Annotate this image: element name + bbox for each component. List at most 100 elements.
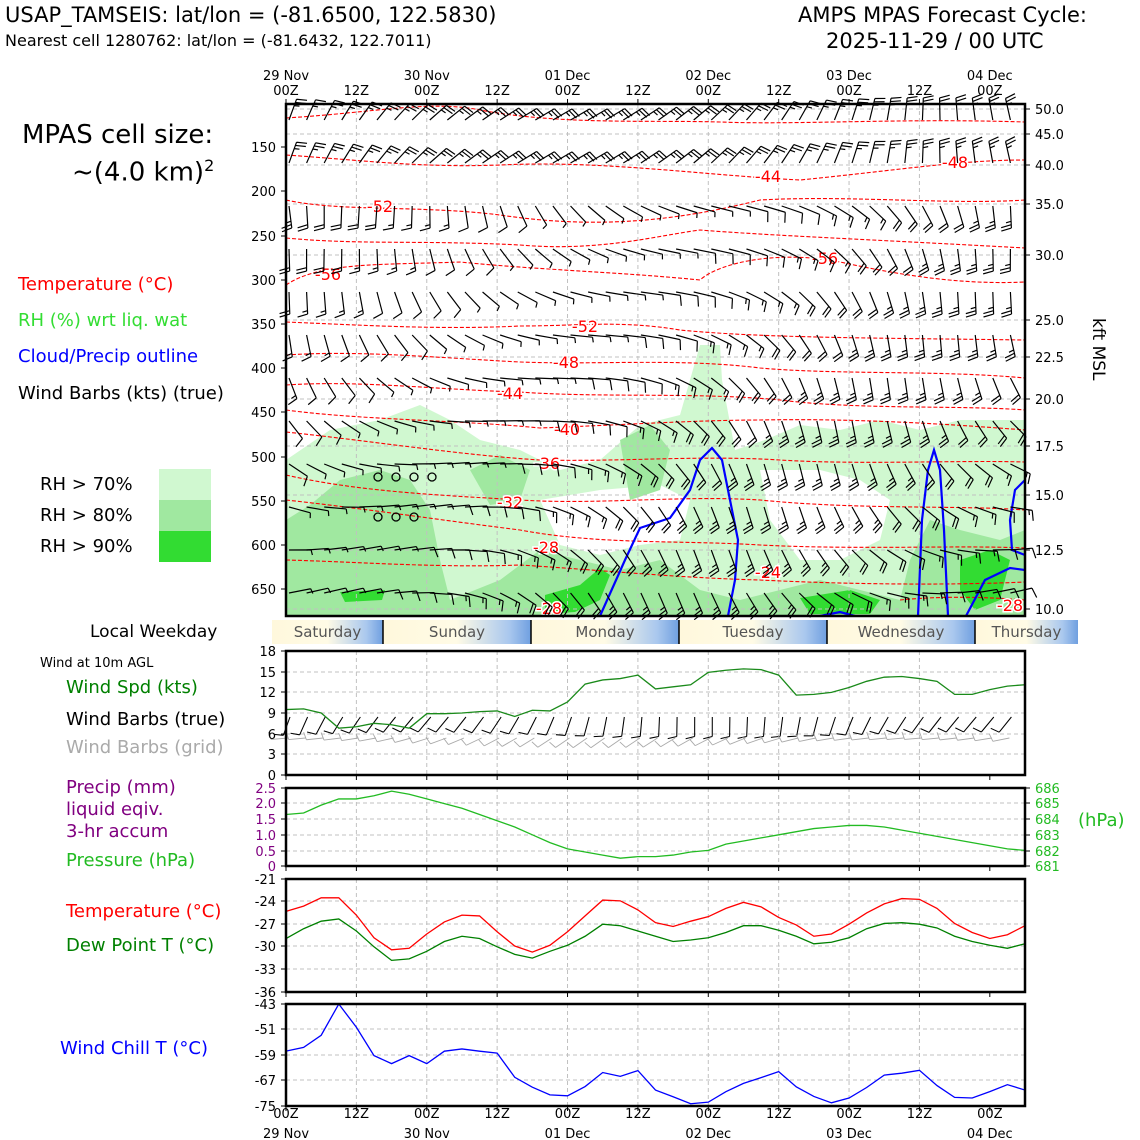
wind-barb	[1009, 420, 1027, 446]
wind-barb	[411, 334, 428, 361]
sfc-grid-barb	[672, 737, 693, 747]
wind-barb	[693, 463, 707, 491]
wind-barb	[570, 592, 585, 619]
pressure-right-label: 686	[1035, 782, 1060, 797]
isotherm-label: -44	[755, 167, 781, 186]
wind-barb	[938, 137, 950, 164]
top-date-label: 01 Dec	[545, 69, 591, 84]
sfc-wind-barb	[499, 716, 520, 735]
wind-barb	[983, 291, 995, 318]
sfc-grid-barb	[866, 731, 887, 741]
wind-barb	[657, 549, 669, 578]
sfc-wind-barb	[340, 716, 361, 734]
isotherm-line	[286, 474, 1025, 511]
wind-barb	[953, 205, 965, 234]
sfc-wind-barb	[903, 716, 924, 734]
wind-barb	[728, 205, 751, 217]
wind-barb	[341, 420, 361, 439]
sfc-wind-barb	[869, 716, 889, 735]
wind-barb	[640, 549, 653, 577]
wind-barb	[330, 205, 343, 231]
wind-barb	[394, 590, 421, 602]
wind-barb	[552, 592, 569, 619]
wind-barb	[623, 420, 645, 440]
bottom-date-label: 29 Nov	[263, 1127, 309, 1140]
sfc-wind-barb	[290, 716, 309, 736]
wind-barb	[949, 334, 961, 362]
wind-barb	[1010, 547, 1037, 559]
sfc-grid-barb	[919, 731, 940, 741]
wind-barb	[447, 420, 471, 428]
isotherm-line	[286, 499, 1025, 549]
wind-barb	[833, 549, 850, 576]
wind-barb	[306, 99, 327, 121]
pressure-tick-label: 300	[251, 274, 276, 289]
wind-barb	[816, 99, 837, 121]
wind-barb	[570, 463, 593, 481]
wind-barb	[869, 506, 883, 534]
wind-barb	[623, 291, 647, 301]
temperature-line	[285, 897, 1026, 953]
wind-barb	[429, 334, 448, 355]
panel-tick-label: -27	[255, 918, 276, 933]
legend-dew: Dew Point T (°C)	[66, 935, 215, 956]
bottom-date-label: 01 Dec	[545, 1127, 591, 1140]
pressure-right-label: 683	[1035, 829, 1060, 844]
wind-barb	[992, 420, 1008, 447]
wind-barb	[798, 549, 811, 577]
isotherm-line	[286, 383, 1025, 411]
legend-wind: Wind Barbs (kts) (true)	[18, 383, 224, 404]
wind-barb	[552, 506, 575, 526]
wind-barb	[447, 549, 473, 561]
sfc-wind-barb	[820, 716, 836, 737]
wind-barb	[419, 205, 431, 232]
wind-barb	[728, 291, 751, 311]
wind-barb	[640, 592, 651, 621]
wind-barb	[447, 504, 474, 516]
ice-marker	[391, 472, 401, 482]
wind-barb	[886, 248, 899, 277]
wind-barb	[727, 463, 739, 492]
sfc-grid-barb	[954, 732, 975, 741]
wind-barb	[376, 504, 402, 511]
wind-barb	[965, 291, 977, 318]
wind-barb	[445, 248, 456, 277]
wind-barb	[534, 205, 548, 230]
panel-tick-label: -30	[255, 940, 276, 955]
wind-barb	[282, 334, 293, 362]
wind-barb	[744, 549, 756, 578]
wind-barb	[324, 546, 349, 553]
wind-barb	[1004, 136, 1016, 164]
isotherm-label: -40	[554, 420, 580, 439]
rh80-patch	[470, 455, 530, 505]
wind-barb	[746, 145, 771, 164]
wind-barb	[992, 548, 1019, 560]
cell-size-value: ~(4.0 km)	[72, 157, 205, 188]
wind-barb	[429, 547, 456, 559]
wind-barb	[816, 248, 835, 273]
wind-barb	[863, 420, 875, 448]
kft-tick-label: 10.0	[1035, 603, 1064, 618]
wind-barb	[763, 592, 778, 620]
wind-barb	[438, 205, 450, 232]
wind-barb	[349, 248, 361, 275]
sfc-wind-barb	[374, 716, 396, 733]
legend-precip-2: liquid eqiv.	[66, 799, 164, 820]
sfc-wind-barb	[754, 716, 766, 739]
wind-barb	[762, 549, 774, 578]
wind-barb	[781, 377, 793, 406]
wind-barb	[587, 506, 608, 530]
top-date-label: 29 Nov	[263, 69, 309, 84]
wind-barb	[869, 248, 883, 276]
wind-barb	[376, 377, 395, 398]
legend-wspd: Wind Spd (kts)	[66, 677, 198, 698]
wind-barb	[971, 93, 983, 121]
wind-barb	[918, 248, 930, 277]
cell-size-line1: MPAS cell size:	[22, 120, 214, 150]
wind-barb	[517, 248, 534, 270]
kft-tick-label: 50.0	[1035, 103, 1064, 118]
top-date-label: 30 Nov	[404, 69, 450, 84]
sfc-wind-barb	[720, 716, 731, 740]
wind-barb	[341, 100, 364, 121]
sfc-wind-barb	[836, 716, 854, 736]
